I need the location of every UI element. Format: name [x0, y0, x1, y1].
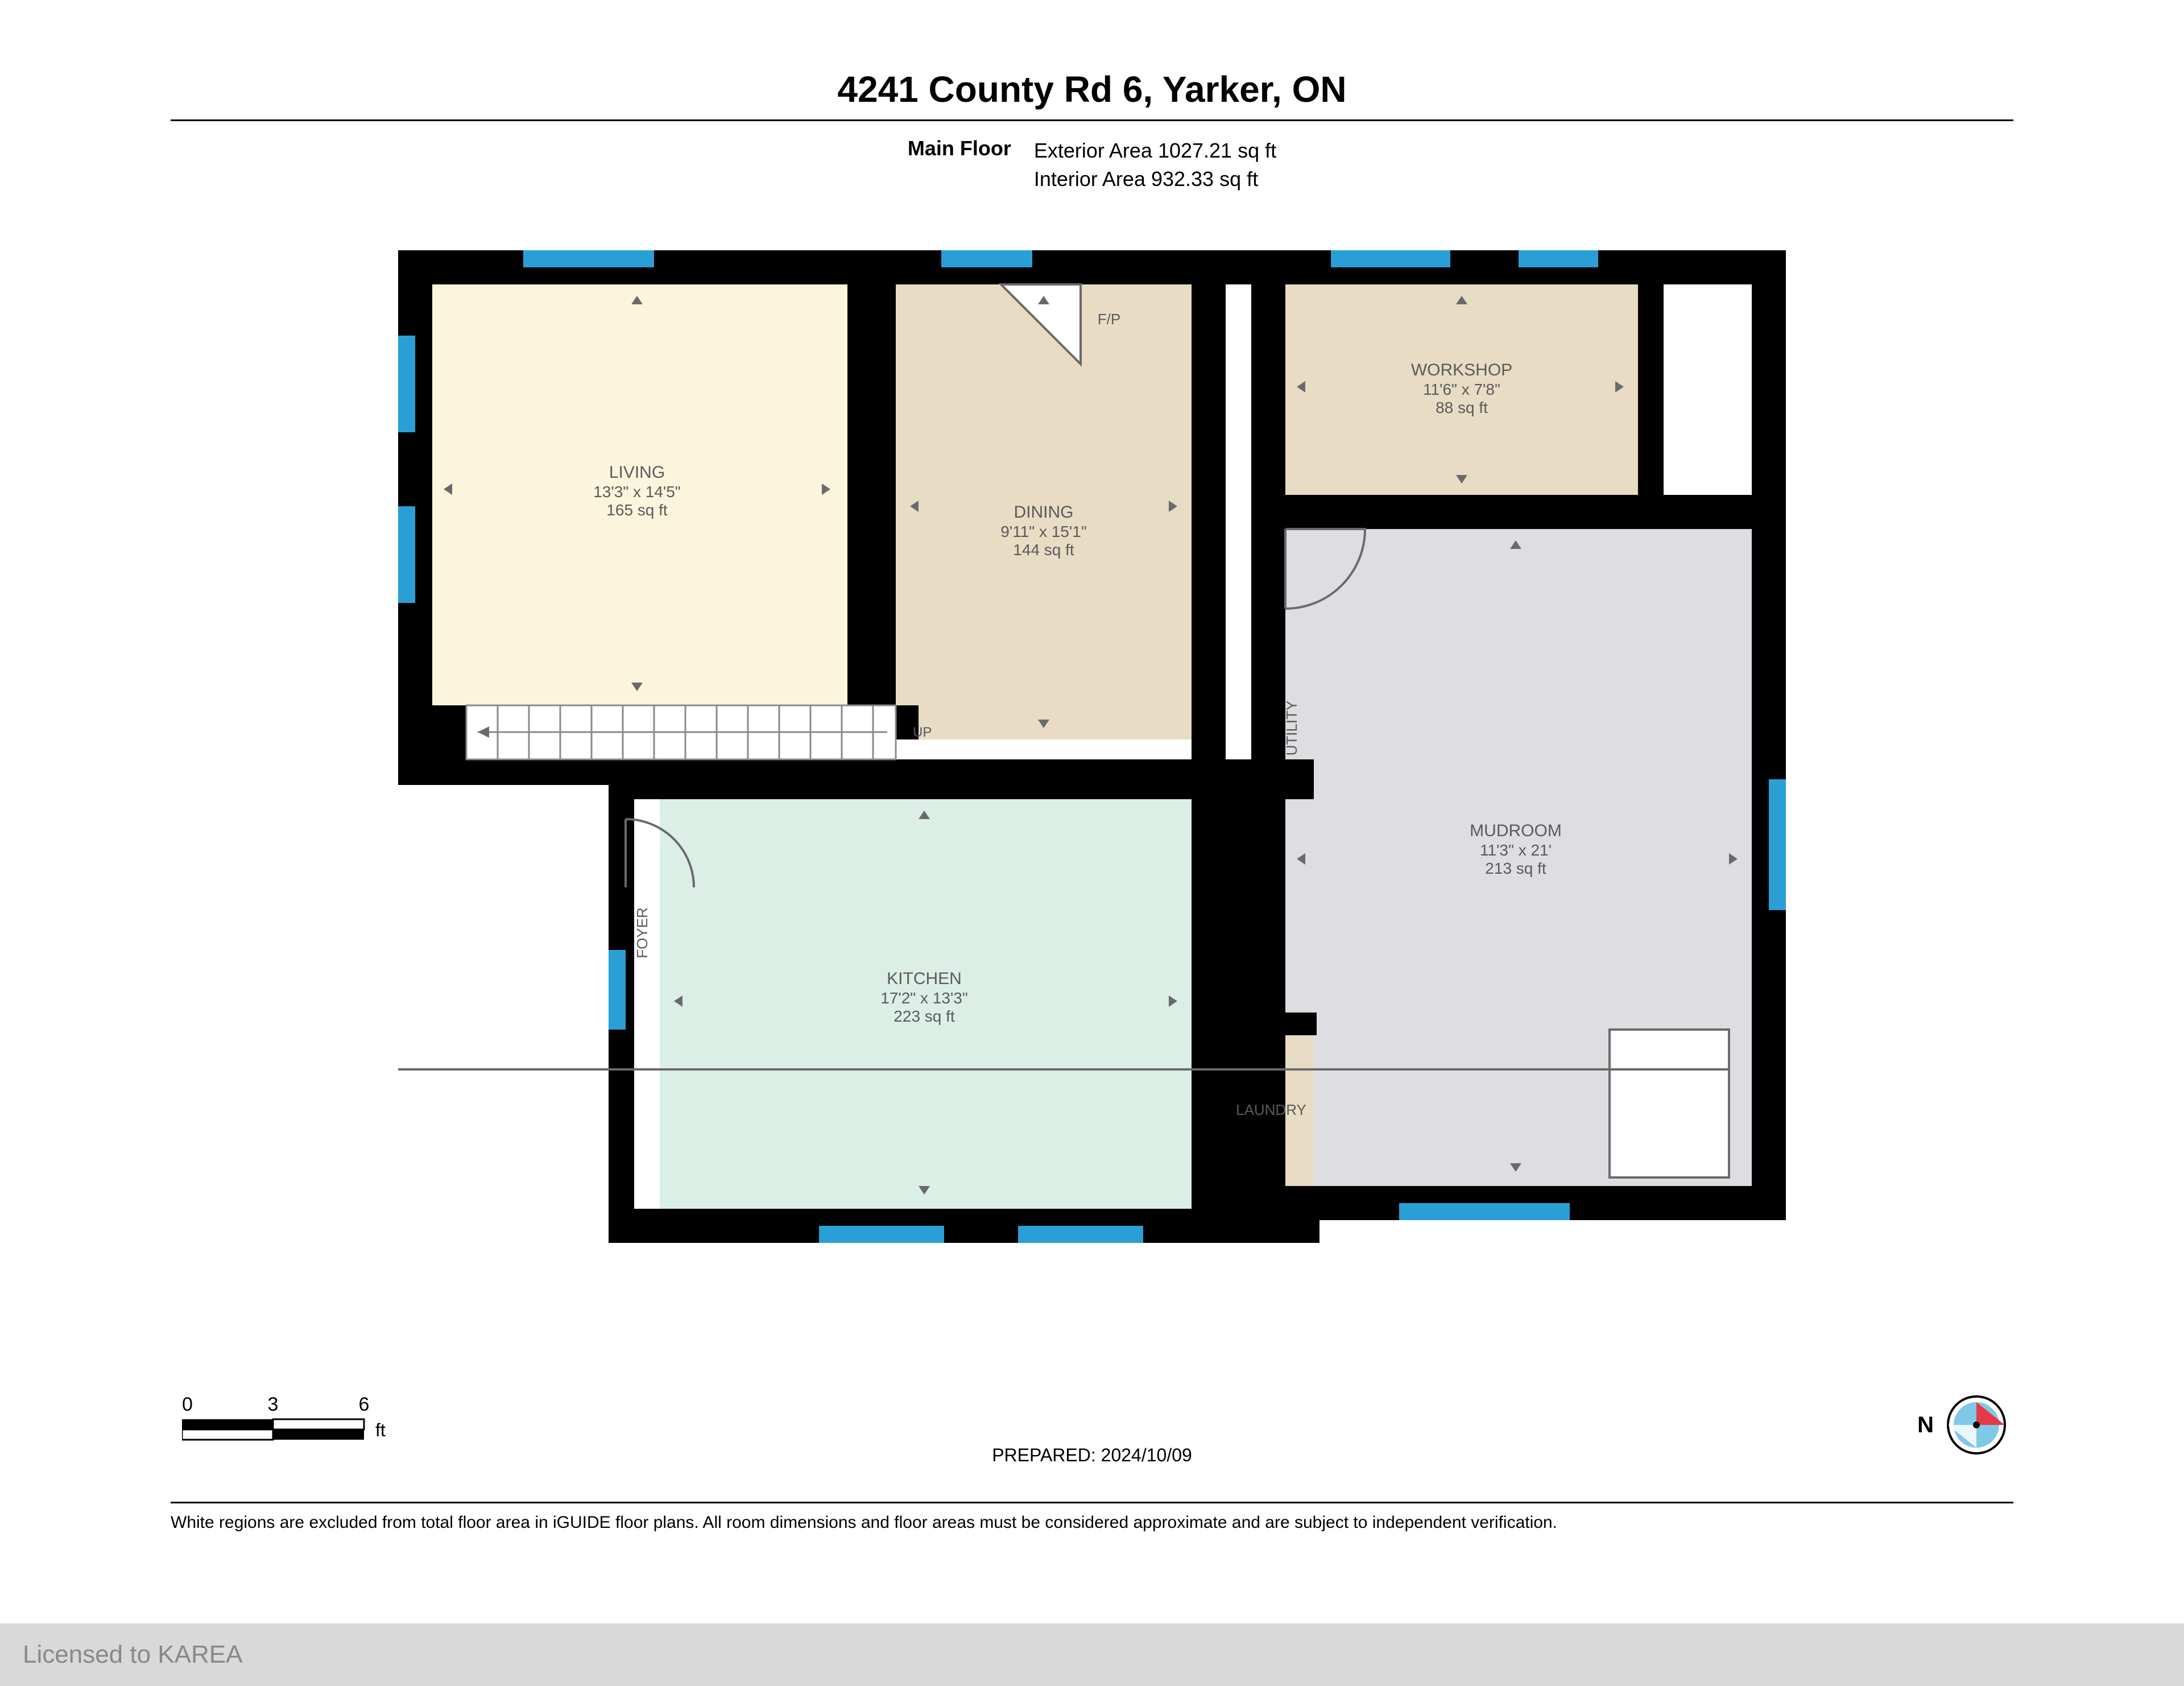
living-area: 165 sq ft — [606, 501, 668, 519]
compass-n: N — [1917, 1412, 1934, 1438]
scale-3: 3 — [268, 1394, 279, 1415]
prepared-date: PREPARED: 2024/10/09 — [0, 1445, 2184, 1466]
areas-block: Exterior Area 1027.21 sq ft Interior Are… — [1034, 137, 1276, 194]
workshop-name: WORKSHOP — [1411, 361, 1512, 379]
mudroom-name: MUDROOM — [1470, 821, 1562, 840]
mudroom-dims: 11'3" x 21' — [1480, 841, 1552, 859]
compass-icon — [1945, 1394, 2008, 1456]
living-dims: 13'3" x 14'5" — [593, 483, 681, 501]
exterior-area: Exterior Area 1027.21 sq ft — [1034, 137, 1276, 165]
workshop-area: 88 sq ft — [1436, 399, 1488, 416]
page-title: 4241 County Rd 6, Yarker, ON — [0, 68, 2184, 110]
utility-name: UTILITY — [1283, 701, 1300, 756]
scale-0: 0 — [182, 1394, 193, 1415]
workshop-dims: 11'6" x 7'8" — [1423, 381, 1500, 398]
license-text: Licensed to KAREA — [23, 1640, 242, 1669]
divider-top — [171, 119, 2013, 121]
disclaimer-text: White regions are excluded from total fl… — [171, 1513, 2013, 1532]
living-name: LIVING — [609, 463, 665, 482]
compass: N — [1917, 1394, 2008, 1456]
kitchen-name: KITCHEN — [887, 969, 962, 988]
laundry-name: LAUNDRY — [1236, 1101, 1306, 1118]
dining-dims: 9'11" x 15'1" — [1000, 523, 1086, 540]
dining-area: 144 sq ft — [1013, 541, 1074, 559]
fp-label: F/P — [1098, 311, 1120, 328]
mudroom-area: 213 sq ft — [1485, 859, 1546, 877]
license-bar: Licensed to KAREA — [0, 1623, 2184, 1686]
scale-6: 6 — [359, 1394, 370, 1415]
floor-meta: Main Floor Exterior Area 1027.21 sq ft I… — [0, 137, 2184, 194]
kitchen-dims: 17'2" x 13'3" — [880, 989, 968, 1007]
interior-area: Interior Area 932.33 sq ft — [1034, 165, 1276, 193]
foyer-name: FOYER — [634, 907, 651, 958]
foyer-area — [634, 799, 660, 1209]
floor-label: Main Floor — [908, 137, 1011, 194]
kitchen-area: 223 sq ft — [894, 1007, 955, 1025]
divider-bottom — [171, 1502, 2013, 1503]
scale-unit: ft — [375, 1420, 386, 1440]
dining-name: DINING — [1014, 503, 1074, 522]
floor-plan: LIVING 13'3" x 14'5" 165 sq ft DINING 9'… — [398, 250, 1786, 1314]
page: 4241 County Rd 6, Yarker, ON Main Floor … — [0, 0, 2184, 1686]
stairs-up-label: UP — [913, 725, 932, 740]
